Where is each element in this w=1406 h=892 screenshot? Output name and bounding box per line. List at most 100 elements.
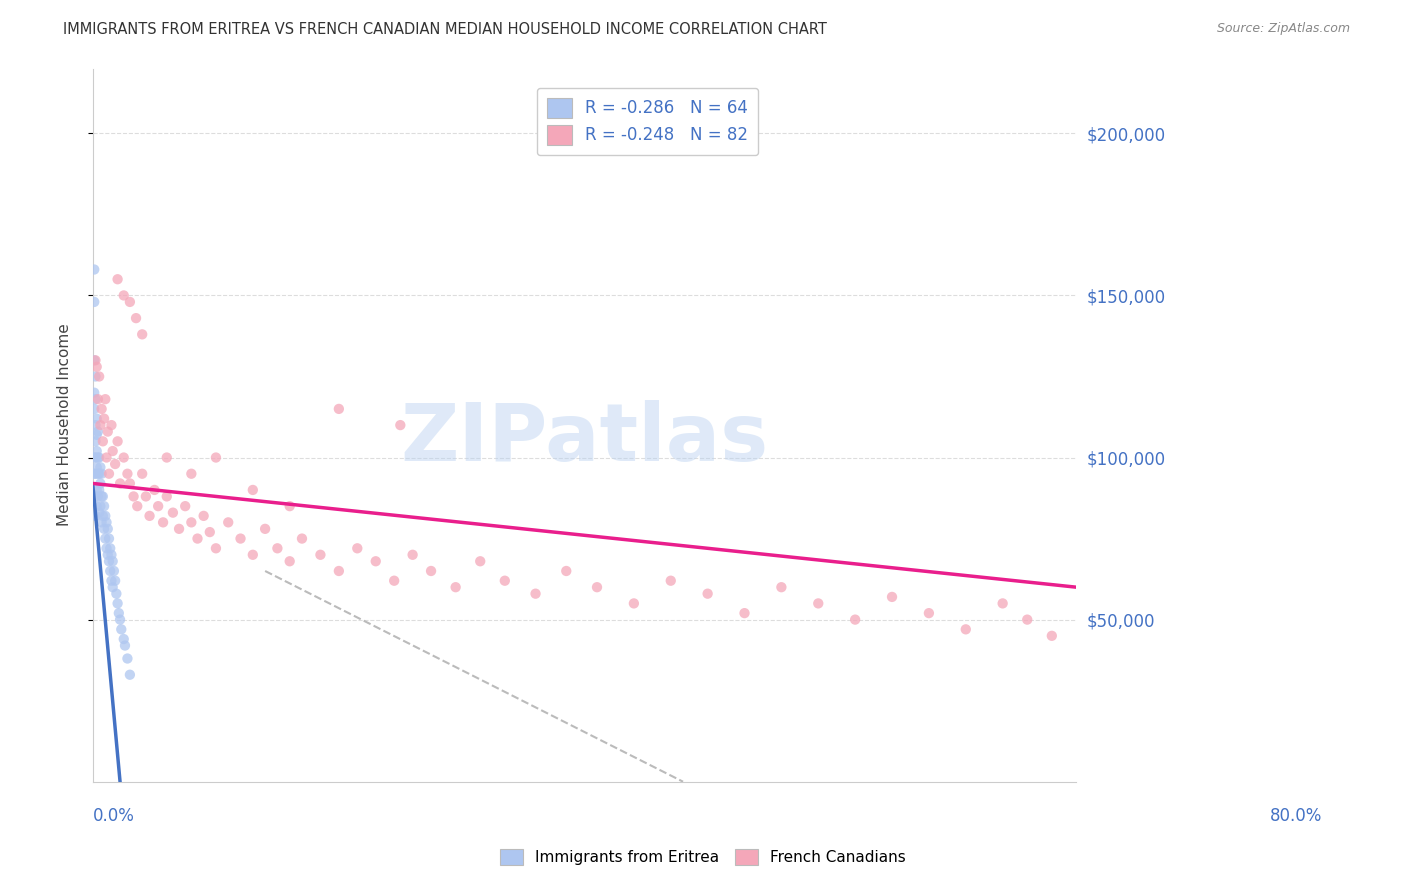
Point — [162, 506, 184, 520]
Point — [152, 516, 174, 530]
Point — [101, 580, 124, 594]
Point — [242, 483, 264, 497]
Point — [110, 623, 132, 637]
Point — [83, 450, 105, 465]
Point — [100, 418, 122, 433]
Point — [107, 272, 129, 286]
Point — [991, 596, 1014, 610]
Point — [205, 541, 228, 556]
Point — [83, 401, 105, 416]
Point — [382, 574, 405, 588]
Point — [86, 427, 108, 442]
Point — [135, 490, 157, 504]
Point — [94, 392, 117, 407]
Point — [918, 606, 941, 620]
Point — [143, 483, 166, 497]
Point — [555, 564, 578, 578]
Point — [696, 587, 718, 601]
Point — [114, 639, 136, 653]
Point — [96, 450, 118, 465]
Point — [186, 532, 208, 546]
Point — [401, 548, 423, 562]
Text: 80.0%: 80.0% — [1270, 807, 1322, 825]
Point — [101, 444, 124, 458]
Point — [127, 499, 149, 513]
Point — [118, 294, 141, 309]
Point — [108, 606, 131, 620]
Point — [86, 460, 108, 475]
Text: Source: ZipAtlas.com: Source: ZipAtlas.com — [1216, 22, 1350, 36]
Point — [89, 506, 111, 520]
Point — [229, 532, 252, 546]
Point — [89, 418, 111, 433]
Point — [131, 327, 153, 342]
Point — [97, 548, 120, 562]
Point — [96, 516, 118, 530]
Point — [107, 596, 129, 610]
Point — [93, 411, 115, 425]
Point — [470, 554, 492, 568]
Point — [174, 499, 197, 513]
Point — [112, 450, 135, 465]
Point — [198, 525, 221, 540]
Point — [84, 434, 107, 449]
Point — [97, 522, 120, 536]
Point — [108, 613, 131, 627]
Point — [101, 554, 124, 568]
Point — [524, 587, 547, 601]
Point — [93, 499, 115, 513]
Point — [84, 353, 107, 368]
Point — [94, 532, 117, 546]
Point — [193, 508, 215, 523]
Point — [87, 450, 110, 465]
Point — [112, 288, 135, 302]
Point — [389, 418, 412, 433]
Point — [84, 490, 107, 504]
Point — [138, 508, 160, 523]
Point — [89, 467, 111, 481]
Point — [103, 564, 125, 578]
Point — [623, 596, 645, 610]
Point — [83, 353, 105, 368]
Point — [346, 541, 368, 556]
Point — [86, 444, 108, 458]
Point — [86, 359, 108, 374]
Point — [84, 418, 107, 433]
Point — [89, 483, 111, 497]
Y-axis label: Median Household Income: Median Household Income — [58, 324, 72, 526]
Point — [118, 667, 141, 681]
Point — [86, 411, 108, 425]
Point — [242, 548, 264, 562]
Point — [309, 548, 332, 562]
Point — [91, 434, 114, 449]
Point — [94, 508, 117, 523]
Point — [84, 392, 107, 407]
Point — [86, 499, 108, 513]
Point — [880, 590, 903, 604]
Point — [104, 457, 127, 471]
Point — [278, 554, 301, 568]
Point — [955, 623, 977, 637]
Legend: Immigrants from Eritrea, French Canadians: Immigrants from Eritrea, French Canadian… — [494, 843, 912, 871]
Point — [98, 467, 121, 481]
Point — [364, 554, 387, 568]
Point — [278, 499, 301, 513]
Point — [87, 392, 110, 407]
Point — [91, 490, 114, 504]
Point — [98, 541, 121, 556]
Point — [83, 294, 105, 309]
Point — [117, 467, 139, 481]
Point — [167, 522, 190, 536]
Point — [122, 490, 145, 504]
Point — [146, 499, 169, 513]
Point — [84, 467, 107, 481]
Point — [125, 311, 148, 326]
Point — [844, 613, 866, 627]
Point — [117, 651, 139, 665]
Point — [90, 516, 112, 530]
Point — [1040, 629, 1063, 643]
Point — [108, 476, 131, 491]
Point — [83, 385, 105, 400]
Point — [89, 499, 111, 513]
Point — [266, 541, 288, 556]
